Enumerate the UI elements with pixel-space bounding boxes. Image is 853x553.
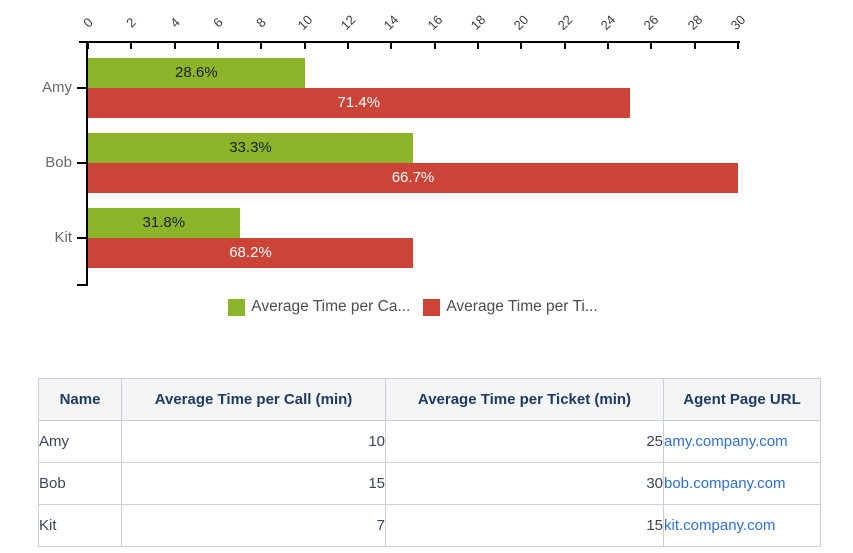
legend-item-ticket: Average Time per Ti... <box>423 298 598 316</box>
bar-value-label: 71.4% <box>337 94 381 111</box>
cell-url: amy.company.com <box>663 420 821 463</box>
x-axis-tick-label: 10 <box>294 12 316 33</box>
bar-value-label: 28.6% <box>175 64 218 81</box>
cell-ticket: 25 <box>385 420 664 463</box>
x-axis-tick <box>260 43 263 49</box>
cell-name: Amy <box>38 420 122 463</box>
x-axis-tick-label: 20 <box>510 12 532 33</box>
bar-call-bob <box>88 133 413 163</box>
x-axis-tick <box>390 43 393 49</box>
bar-value-label: 68.2% <box>229 244 272 261</box>
bar-call-kit <box>88 208 240 238</box>
x-axis-tick-label: 22 <box>554 12 576 33</box>
x-axis-tick-label: 4 <box>166 14 183 31</box>
x-axis-tick <box>87 43 89 49</box>
x-axis-tick <box>737 43 739 49</box>
table-header-row: Name Average Time per Call (min) Average T… <box>38 378 821 421</box>
agent-link[interactable]: amy.company.com <box>664 433 788 450</box>
x-axis-tick <box>217 43 219 49</box>
table-row: Kit 7 15 kit.company.com <box>38 504 821 547</box>
x-axis-tick-label: 2 <box>123 14 140 31</box>
category-label-bob: Bob <box>45 154 72 171</box>
category-tick <box>77 87 86 89</box>
x-axis-tick-label: 18 <box>467 12 489 33</box>
x-axis-tick-label: 6 <box>210 14 226 31</box>
agent-link[interactable]: bob.company.com <box>664 475 786 492</box>
x-axis-tick-label: 0 <box>80 14 96 31</box>
x-axis-tick <box>607 43 609 49</box>
bar-call-amy <box>88 58 305 88</box>
x-axis-tick <box>347 43 349 49</box>
legend-swatch-ticket <box>423 298 441 316</box>
agents-table: Name Average Time per Call (min) Average T… <box>38 378 821 547</box>
column-header-ticket: Average Time per Ticket (min) <box>385 378 664 421</box>
legend-item-call: Average Time per Ca... <box>228 298 410 316</box>
x-axis-tick-label: 30 <box>727 12 749 33</box>
column-header-url: Agent Page URL <box>663 378 821 421</box>
cell-ticket: 30 <box>385 462 664 505</box>
bar-ticket-amy <box>88 88 630 118</box>
y-axis-line <box>86 41 88 286</box>
x-axis-tick <box>520 43 523 49</box>
x-axis-tick <box>693 43 696 49</box>
table-row: Amy 10 25 amy.company.com <box>38 420 821 463</box>
chart-legend: Average Time per Ca... Average Time per T… <box>88 298 738 316</box>
cell-call: 7 <box>121 504 386 547</box>
x-axis-tick <box>303 43 306 49</box>
category-label-amy: Amy <box>42 79 72 96</box>
bar-value-label: 31.8% <box>142 214 186 231</box>
x-axis-tick <box>130 43 133 49</box>
bar-ticket-kit <box>88 238 413 268</box>
legend-swatch-call <box>228 298 246 316</box>
x-axis-tick-label: 26 <box>640 12 662 33</box>
category-label-kit: Kit <box>54 229 72 246</box>
x-axis-tick-label: 24 <box>597 12 619 33</box>
cell-name: Kit <box>38 504 122 547</box>
bar-ticket-bob <box>88 163 738 193</box>
cell-call: 15 <box>121 462 386 505</box>
y-axis-end-tick <box>77 284 86 286</box>
x-axis-tick <box>433 43 436 49</box>
x-axis-tick <box>477 43 479 49</box>
cell-url: kit.company.com <box>663 504 821 547</box>
column-header-name: Name <box>38 378 122 421</box>
bar-chart: 0 2 4 6 8 10 12 14 16 18 20 22 24 26 28 30 Amy 28.6% 71.4%… <box>42 12 749 316</box>
x-axis-tick-label: 12 <box>337 12 359 33</box>
x-axis-tick-label: 16 <box>424 12 446 33</box>
bar-value-label: 66.7% <box>391 169 435 186</box>
agent-link[interactable]: kit.company.com <box>664 517 776 534</box>
cell-name: Bob <box>38 462 122 505</box>
legend-label-ticket: Average Time per Ti... <box>446 298 598 315</box>
cell-ticket: 15 <box>385 504 664 547</box>
cell-url: bob.company.com <box>663 462 821 505</box>
x-axis-tick <box>650 43 653 49</box>
x-axis-tick-label: 8 <box>253 14 270 31</box>
category-tick <box>77 237 86 239</box>
cell-call: 10 <box>121 420 386 463</box>
column-header-call: Average Time per Call (min) <box>121 378 386 421</box>
category-tick <box>77 162 86 164</box>
x-axis-line <box>79 41 740 43</box>
x-axis-tick <box>563 43 566 49</box>
x-axis-tick <box>173 43 176 49</box>
bar-value-label: 33.3% <box>229 139 272 156</box>
table-row: Bob 15 30 bob.company.com <box>38 462 821 505</box>
x-axis-tick-label: 28 <box>684 12 706 33</box>
legend-label-call: Average Time per Ca... <box>251 298 411 315</box>
x-axis-tick-label: 14 <box>380 12 402 33</box>
